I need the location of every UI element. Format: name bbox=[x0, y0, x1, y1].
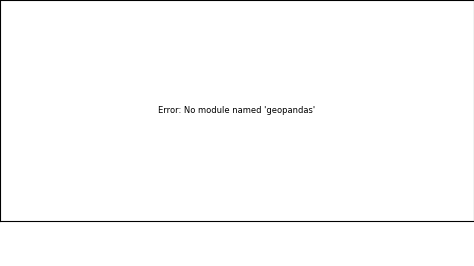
Text: Error: No module named 'geopandas': Error: No module named 'geopandas' bbox=[158, 106, 316, 115]
